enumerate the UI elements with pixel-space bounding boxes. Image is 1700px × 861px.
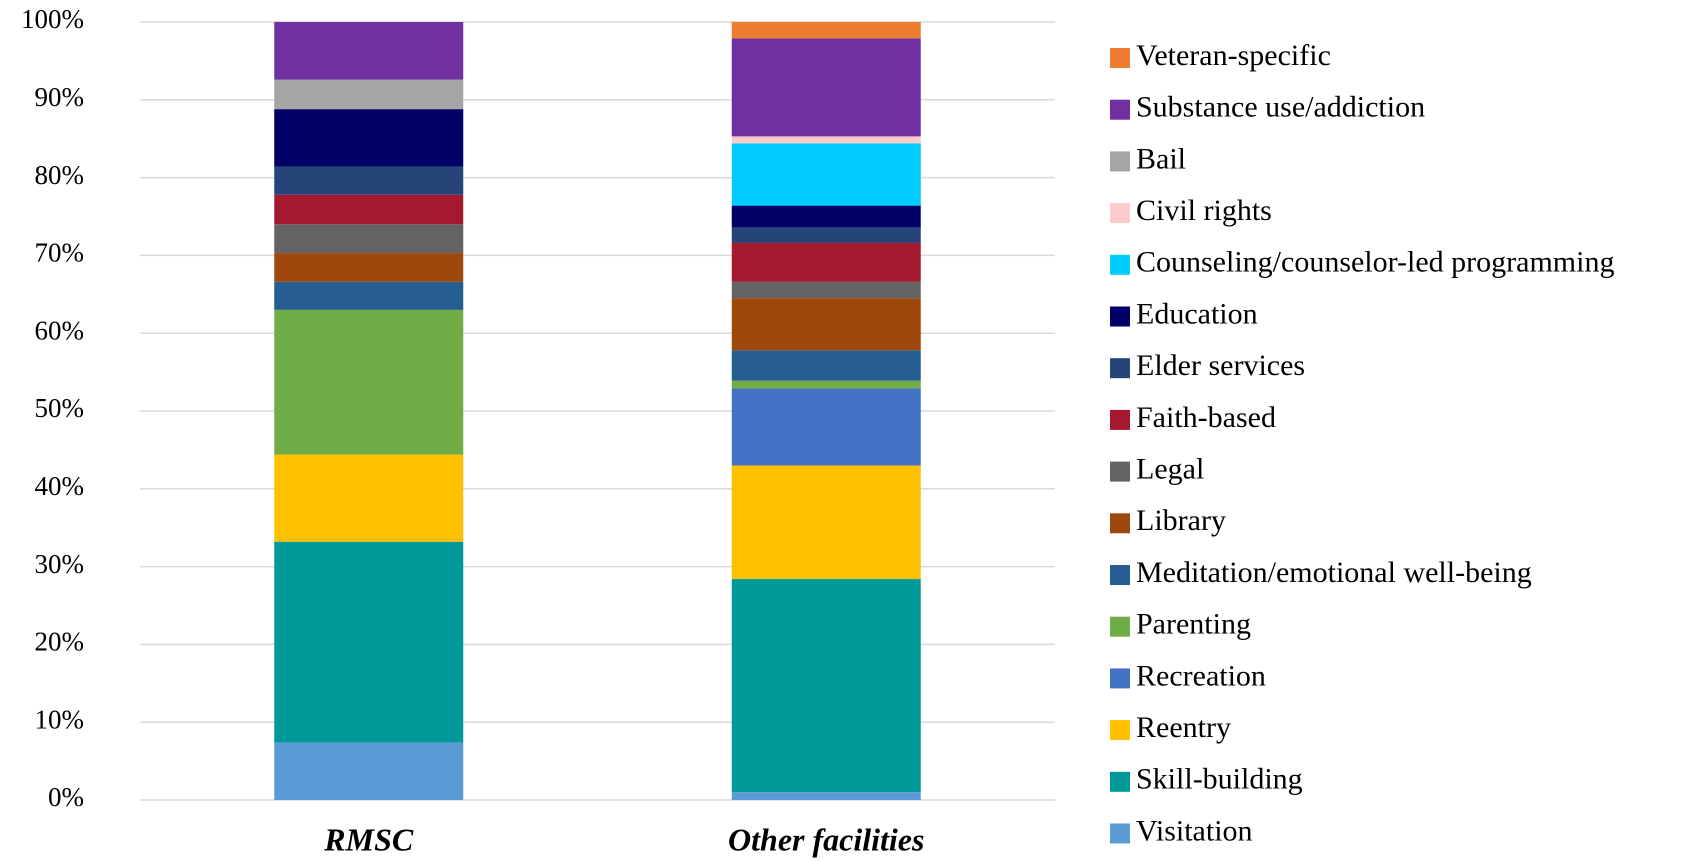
legend-swatch [1110, 771, 1130, 792]
bar-segment [731, 227, 921, 243]
bar-segment [274, 742, 464, 800]
legend-label: Civil rights [1136, 194, 1272, 227]
bar-segment [274, 224, 464, 254]
legend-label: Counseling/counselor-led programming [1136, 246, 1614, 279]
bar-segment [274, 281, 464, 310]
legend-swatch [1110, 513, 1130, 534]
bar-segment [731, 242, 921, 282]
bar-segment [731, 792, 921, 800]
bar-segment [274, 109, 464, 167]
x-tick-label: RMSC [323, 821, 414, 857]
bar-segment [274, 194, 464, 225]
legend-label: Recreation [1136, 659, 1266, 692]
legend-swatch [1110, 668, 1130, 689]
bar-segment [731, 380, 921, 389]
legend-swatch [1110, 358, 1130, 379]
bar-segment [731, 281, 921, 299]
bar-segment [731, 38, 921, 137]
bar-segment [731, 388, 921, 466]
bar-segment [274, 253, 464, 282]
bar-segment [731, 143, 921, 206]
bar-segment [731, 205, 921, 228]
legend-swatch [1110, 48, 1130, 68]
bar-segment [274, 309, 464, 455]
y-tick-label: 100% [21, 4, 84, 34]
bar-segment [731, 136, 921, 144]
y-tick-label: 10% [35, 704, 85, 734]
legend-swatch [1110, 720, 1130, 741]
bar-segment [731, 465, 921, 580]
y-tick-label: 60% [35, 315, 85, 345]
legend-label: Veteran-specific [1136, 39, 1331, 72]
legend-label: Education [1136, 297, 1258, 330]
y-tick-label: 40% [35, 471, 85, 501]
legend-label: Skill-building [1136, 763, 1303, 796]
y-tick-label: 30% [35, 549, 85, 579]
legend-swatch [1110, 823, 1130, 844]
legend-label: Library [1136, 504, 1226, 537]
legend-label: Visitation [1136, 814, 1253, 847]
y-tick-label: 0% [48, 782, 84, 812]
legend-swatch [1110, 151, 1130, 172]
legend-label: Legal [1136, 452, 1204, 485]
legend-swatch [1110, 203, 1130, 224]
bar-segment [274, 454, 464, 542]
bar-segment [274, 79, 464, 110]
legend-label: Reentry [1136, 711, 1231, 744]
legend-label: Parenting [1136, 608, 1251, 641]
legend-swatch [1110, 616, 1130, 637]
bar-segment [731, 579, 921, 793]
legend-swatch [1110, 254, 1130, 275]
legend-swatch [1110, 565, 1130, 585]
bar-segment [731, 298, 921, 351]
legend-swatch [1110, 306, 1130, 327]
legend-label: Faith-based [1136, 401, 1276, 434]
bar-segment [731, 22, 921, 39]
y-tick-label: 90% [35, 82, 85, 112]
bar-segment [274, 22, 464, 80]
bar-segment [731, 350, 921, 381]
legend-swatch [1110, 409, 1130, 430]
y-tick-label: 50% [35, 393, 85, 423]
bar-segment [274, 166, 464, 195]
legend-swatch [1110, 461, 1130, 482]
legend-label: Elder services [1136, 349, 1305, 382]
y-tick-label: 20% [35, 627, 85, 657]
legend-swatch [1110, 99, 1130, 120]
legend-label: Meditation/emotional well-being [1136, 556, 1532, 589]
legend-label: Bail [1136, 142, 1186, 175]
legend-label: Substance use/addiction [1136, 91, 1425, 124]
x-tick-label: Other facilities [728, 821, 924, 857]
y-tick-label: 80% [35, 160, 85, 190]
y-tick-label: 70% [35, 238, 85, 268]
bar-segment [274, 541, 464, 743]
